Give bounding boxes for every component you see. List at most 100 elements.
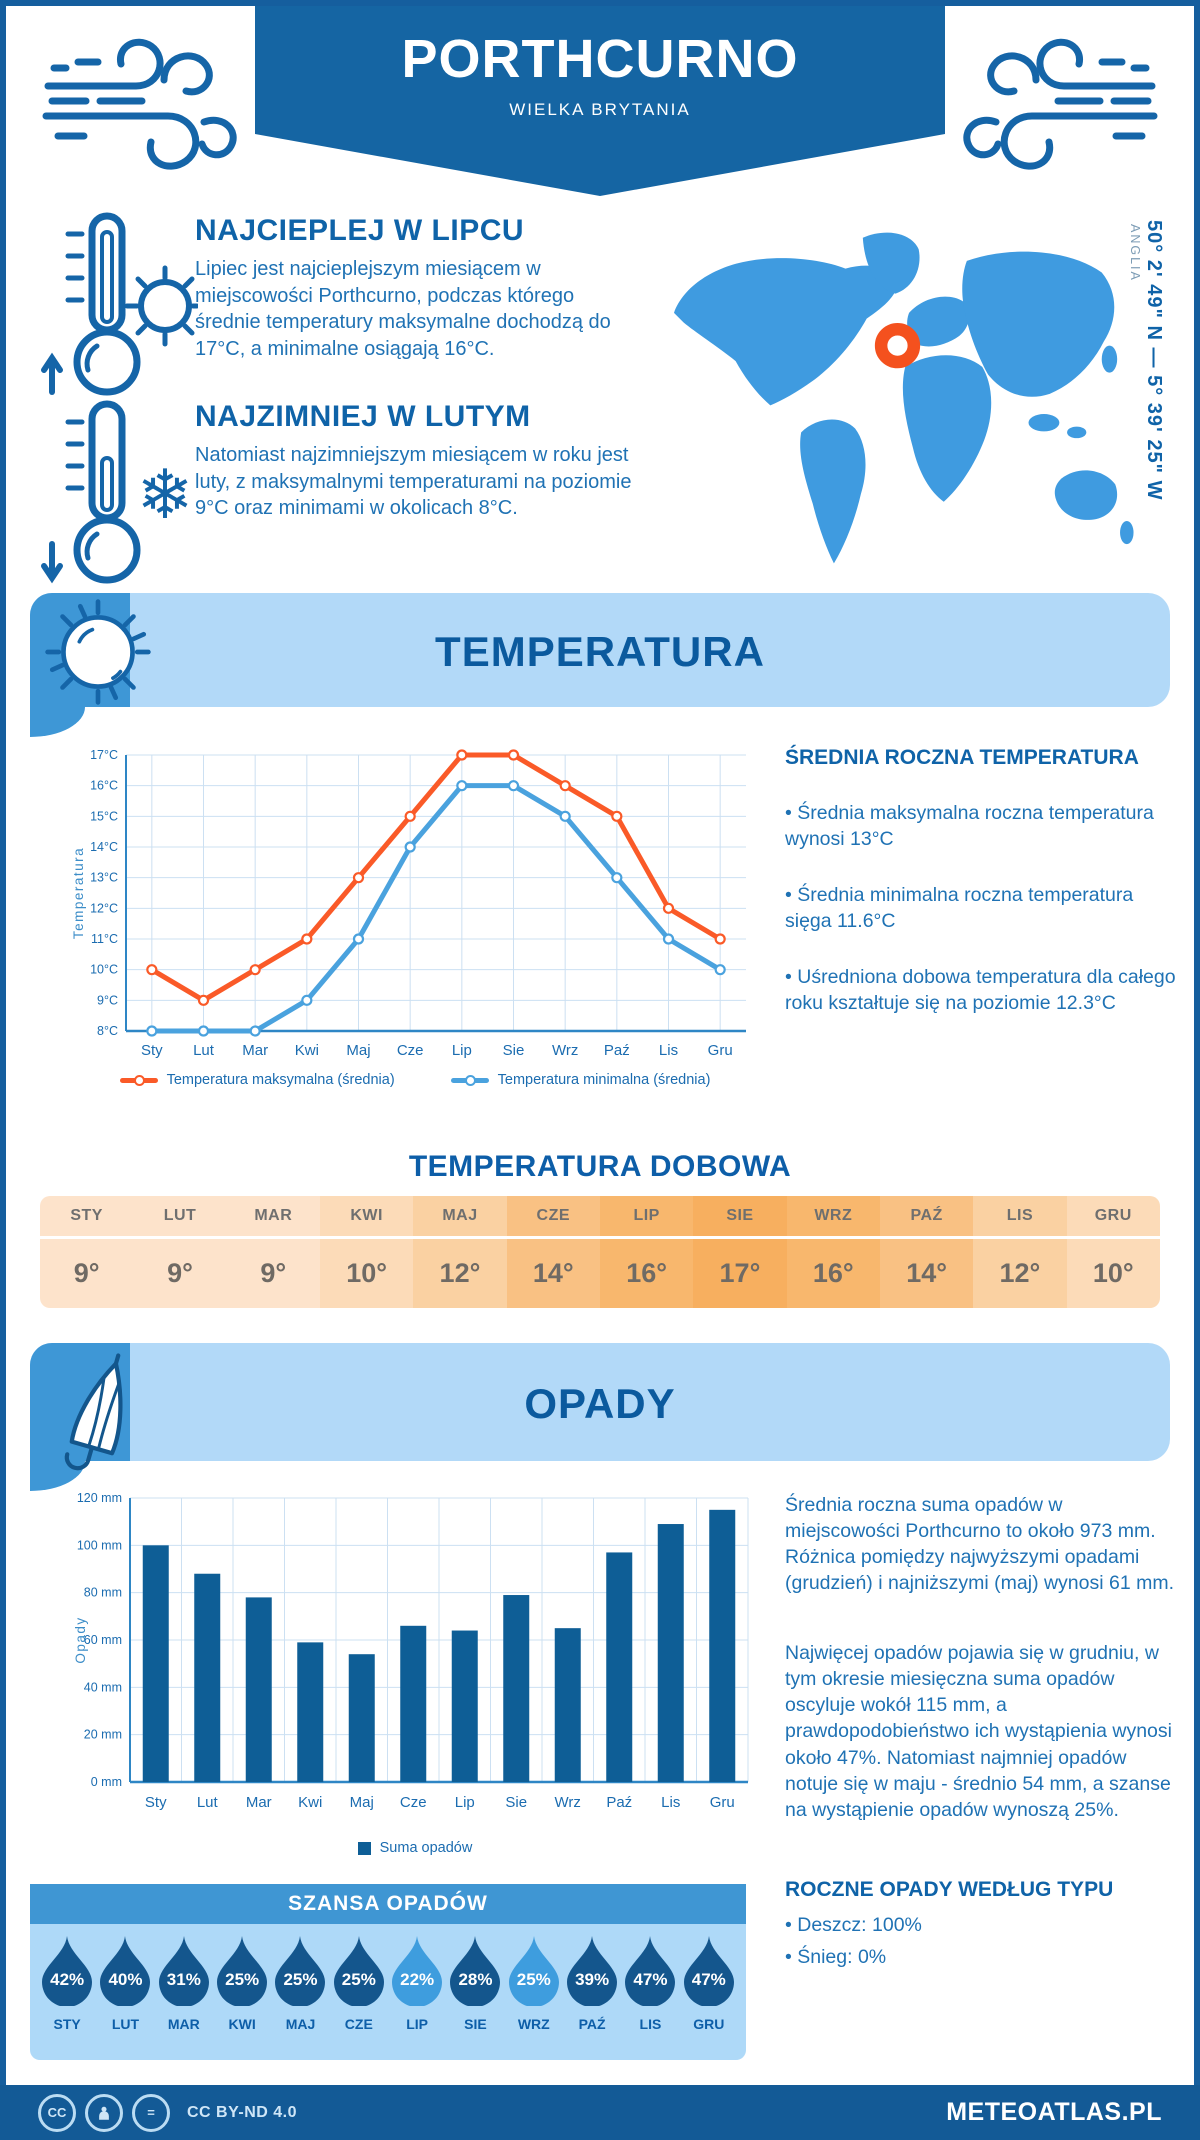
data-point [249, 964, 261, 976]
series-line [149, 783, 723, 1034]
daily-temp-column: SIE 17° [693, 1196, 787, 1308]
temperature-chart-legend: Temperatura maksymalna (średnia) Temperat… [70, 1072, 760, 1088]
data-point [404, 841, 416, 853]
chance-percent: 42% [50, 1970, 85, 1989]
wind-icon [963, 38, 1158, 170]
precip-chance-item: 39% PAŹ [563, 1934, 621, 2060]
data-point [404, 810, 416, 822]
x-tick-label: Maj [346, 1042, 370, 1059]
bar [245, 1597, 272, 1782]
bar [606, 1552, 633, 1782]
precip-chance-item: 40% LUT [96, 1934, 154, 2060]
x-tick-label: Gru [710, 1794, 735, 1811]
y-axis-label: Opady [73, 1616, 88, 1663]
region-label: ANGLIA [1128, 224, 1142, 282]
temp-value: 9° [73, 1258, 100, 1288]
legend-item: Temperatura maksymalna (średnia) [119, 1072, 395, 1088]
precip-chance-item: 42% STY [38, 1934, 96, 2060]
legend-label: Suma opadów [379, 1840, 473, 1856]
month-label: MAR [167, 2016, 200, 2032]
temperature-banner-tail [30, 707, 85, 737]
data-point [301, 994, 313, 1006]
water-drop-icon [333, 1936, 384, 2008]
precip-chance-item: 25% CZE [330, 1934, 388, 2060]
svg-text:❄: ❄ [137, 457, 194, 533]
chance-percent: 25% [341, 1970, 376, 1989]
chance-percent: 25% [225, 1970, 260, 1989]
svg-text:13°C: 13°C [90, 871, 118, 885]
svg-text:8°C: 8°C [97, 1024, 118, 1038]
header-banner [255, 6, 945, 134]
month-header: LUT [133, 1196, 227, 1239]
bar [348, 1654, 375, 1782]
svg-text:120 mm: 120 mm [77, 1491, 122, 1505]
temp-value: 12° [439, 1258, 481, 1288]
daily-temp-table: STY 9° LUT 9° MAR 9° KWI 10° MAJ 12° CZE 14° LIP 16° S… [40, 1196, 1160, 1308]
month-header: WRZ [786, 1196, 880, 1239]
daily-temp-column: STY 9° [40, 1196, 134, 1308]
page-subtitle: WIELKA BRYTANIA [509, 100, 691, 119]
precip-chance-item: 25% KWI [213, 1934, 271, 2060]
bar [194, 1573, 221, 1782]
daily-temp-column: LUT 9° [133, 1196, 227, 1308]
temp-value: 14° [906, 1258, 948, 1288]
svg-text:15°C: 15°C [90, 809, 118, 823]
legend-item: Temperatura minimalna (średnia) [450, 1072, 711, 1088]
chance-percent: 47% [691, 1970, 726, 1989]
precip-paragraph: Średnia roczna suma opadów w miejscowośc… [785, 1494, 1175, 1595]
month-label: LIP [406, 2016, 429, 2032]
precip-type-bullet: • Deszcz: 100% [785, 1914, 922, 1936]
daily-temp-column: KWI 10° [319, 1196, 414, 1308]
temperature-line-chart: 8°C 9°C 10°C 11°C 12°C 13°C 14°C 15°C 16°C 17°C St… [71, 748, 746, 1059]
annual-temp-bullet: • Średnia maksymalna roczna temperatura … [785, 802, 1154, 851]
month-label: LIS [639, 2016, 662, 2032]
temp-value: 16° [812, 1258, 854, 1288]
chance-percent: 25% [516, 1970, 551, 1989]
bar [554, 1628, 581, 1782]
annual-temp-bullet: • Średnia minimalna roczna temperatura s… [785, 884, 1134, 933]
chance-of-precip-title: SZANSA OPADÓW [30, 1884, 746, 1924]
precip-type-heading: ROCZNE OPADY WEDŁUG TYPU [785, 1878, 1114, 1901]
temp-value: 10° [1092, 1258, 1134, 1288]
data-point [301, 933, 313, 945]
temp-value: 12° [999, 1258, 1041, 1288]
legend-swatch [357, 1841, 371, 1855]
legend-label: Temperatura minimalna (średnia) [497, 1072, 711, 1088]
data-point [197, 994, 210, 1006]
data-point [352, 933, 365, 945]
bar [400, 1625, 427, 1782]
precip-paragraph: Najwięcej opadów pojawia się w grudniu, … [785, 1642, 1172, 1821]
water-drop-icon [275, 1936, 326, 2008]
x-tick-label: Kwi [295, 1042, 319, 1059]
data-point [714, 964, 726, 976]
data-point [146, 1025, 158, 1037]
daily-temp-column: MAR 9° [226, 1196, 320, 1308]
x-tick-label: Kwi [298, 1794, 322, 1811]
series-line [149, 752, 723, 1003]
month-label: KWI [228, 2016, 256, 2032]
x-tick-label: Sty [145, 1794, 167, 1811]
month-header: PAŹ [879, 1196, 974, 1239]
no-derivatives-icon: = [132, 2093, 170, 2132]
warm-section-text: Lipiec jest najcieplejszym miesiącem w m… [195, 258, 611, 360]
data-point [197, 1025, 210, 1037]
water-drop-icon [158, 1936, 209, 2008]
x-tick-label: Lut [197, 1794, 219, 1811]
data-point [662, 933, 675, 945]
water-drop-icon [508, 1936, 559, 2008]
water-drop-icon [100, 1936, 151, 2008]
temperature-banner [30, 593, 1170, 707]
temp-value: 14° [532, 1258, 574, 1288]
month-header: GRU [1066, 1196, 1160, 1239]
month-label: CZE [344, 2016, 373, 2032]
svg-text:16°C: 16°C [90, 779, 118, 793]
x-tick-label: Cze [400, 1794, 427, 1811]
bar [142, 1545, 169, 1782]
x-tick-label: Paź [604, 1042, 630, 1059]
precip-chance-item: 31% MAR [155, 1934, 213, 2060]
chance-percent: 39% [575, 1970, 610, 1989]
precip-bar-chart: 0 mm 20 mm 40 mm 60 mm 80 mm 100 mm 120 mm Sty L… [73, 1491, 749, 1811]
data-point [559, 810, 571, 822]
svg-text:80 mm: 80 mm [84, 1586, 122, 1600]
daily-temp-column: MAJ 12° [413, 1196, 507, 1308]
